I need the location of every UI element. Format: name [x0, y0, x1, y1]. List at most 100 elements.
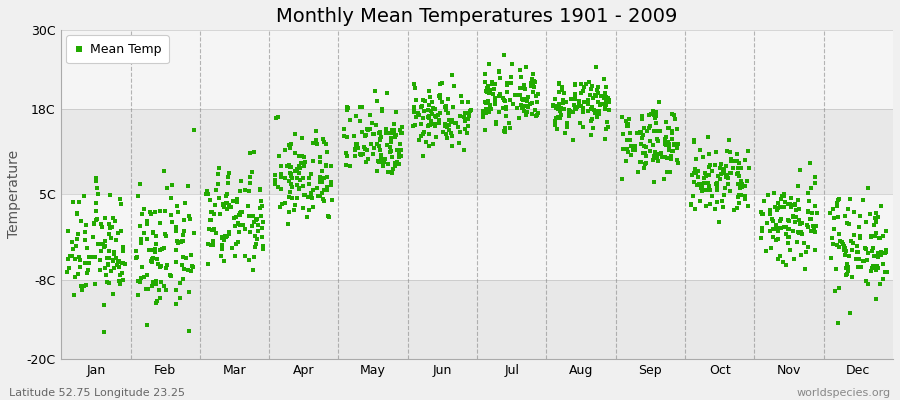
- Mean Temp: [96, 302, 111, 308]
- Mean Temp: [504, 74, 518, 80]
- Mean Temp: [593, 102, 608, 108]
- Mean Temp: [478, 110, 492, 116]
- Mean Temp: [457, 126, 472, 132]
- Mean Temp: [458, 110, 473, 116]
- Mean Temp: [153, 295, 167, 301]
- Mean Temp: [290, 166, 304, 172]
- Mean Temp: [546, 103, 561, 109]
- Mean Temp: [376, 158, 391, 165]
- Mean Temp: [392, 160, 406, 167]
- Mean Temp: [249, 217, 264, 223]
- Mean Temp: [231, 229, 246, 236]
- Mean Temp: [359, 159, 374, 165]
- Mean Temp: [786, 202, 800, 208]
- Mean Temp: [646, 112, 661, 118]
- Mean Temp: [107, 248, 122, 255]
- Mean Temp: [184, 267, 198, 274]
- Mean Temp: [665, 130, 680, 136]
- Mean Temp: [860, 281, 875, 288]
- Mean Temp: [662, 169, 677, 175]
- Mean Temp: [360, 147, 374, 154]
- Mean Temp: [201, 191, 215, 198]
- Mean Temp: [383, 139, 398, 146]
- Mean Temp: [734, 178, 749, 184]
- Mean Temp: [439, 130, 454, 137]
- Mean Temp: [253, 186, 267, 193]
- Mean Temp: [444, 130, 458, 136]
- Mean Temp: [687, 139, 701, 145]
- Mean Temp: [89, 200, 104, 206]
- Mean Temp: [798, 249, 813, 255]
- Mean Temp: [668, 116, 682, 122]
- Mean Temp: [91, 241, 105, 248]
- Mean Temp: [735, 184, 750, 190]
- Mean Temp: [383, 148, 398, 154]
- Mean Temp: [774, 216, 788, 222]
- Mean Temp: [481, 82, 495, 89]
- Mean Temp: [442, 117, 456, 123]
- Mean Temp: [662, 143, 676, 150]
- Mean Temp: [338, 126, 352, 132]
- Mean Temp: [730, 158, 744, 164]
- Mean Temp: [521, 103, 535, 110]
- Mean Temp: [243, 174, 257, 180]
- Mean Temp: [838, 244, 852, 251]
- Mean Temp: [832, 284, 847, 291]
- Mean Temp: [323, 182, 338, 188]
- Mean Temp: [651, 138, 665, 144]
- Mean Temp: [97, 244, 112, 251]
- Mean Temp: [591, 84, 606, 91]
- Mean Temp: [71, 230, 86, 237]
- Mean Temp: [134, 275, 148, 281]
- Mean Temp: [778, 193, 792, 200]
- Mean Temp: [558, 130, 572, 136]
- Title: Monthly Mean Temperatures 1901 - 2009: Monthly Mean Temperatures 1901 - 2009: [276, 7, 678, 26]
- Mean Temp: [338, 150, 353, 156]
- Mean Temp: [836, 246, 850, 253]
- Mean Temp: [437, 104, 452, 110]
- Mean Temp: [709, 187, 724, 193]
- Mean Temp: [184, 262, 199, 269]
- Mean Temp: [159, 184, 174, 191]
- Mean Temp: [724, 170, 738, 177]
- Mean Temp: [568, 92, 582, 98]
- Mean Temp: [640, 128, 654, 134]
- Mean Temp: [551, 106, 565, 112]
- Mean Temp: [847, 232, 861, 238]
- Mean Temp: [660, 142, 674, 148]
- Mean Temp: [76, 192, 91, 199]
- Mean Temp: [488, 80, 502, 87]
- Mean Temp: [810, 210, 824, 216]
- Mean Temp: [424, 120, 438, 126]
- Mean Temp: [433, 92, 447, 98]
- Mean Temp: [284, 145, 298, 152]
- Mean Temp: [297, 163, 311, 169]
- Mean Temp: [319, 162, 333, 169]
- Mean Temp: [346, 133, 361, 140]
- Mean Temp: [807, 226, 822, 233]
- Mean Temp: [665, 128, 680, 134]
- Mean Temp: [738, 156, 752, 163]
- Mean Temp: [583, 92, 598, 98]
- Mean Temp: [233, 178, 248, 185]
- Mean Temp: [364, 120, 379, 127]
- Mean Temp: [221, 180, 236, 186]
- Mean Temp: [831, 214, 845, 220]
- Mean Temp: [88, 280, 103, 287]
- Mean Temp: [486, 86, 500, 92]
- Mean Temp: [376, 158, 391, 165]
- Mean Temp: [598, 103, 612, 109]
- Mean Temp: [584, 132, 598, 138]
- Mean Temp: [153, 220, 167, 226]
- Mean Temp: [633, 130, 647, 136]
- Mean Temp: [432, 81, 446, 88]
- Mean Temp: [801, 208, 815, 214]
- Mean Temp: [204, 208, 219, 215]
- Mean Temp: [695, 182, 709, 189]
- Mean Temp: [868, 210, 883, 216]
- Mean Temp: [634, 112, 649, 119]
- Mean Temp: [807, 174, 822, 180]
- Mean Temp: [852, 235, 867, 242]
- Mean Temp: [221, 174, 236, 180]
- Mean Temp: [658, 136, 672, 142]
